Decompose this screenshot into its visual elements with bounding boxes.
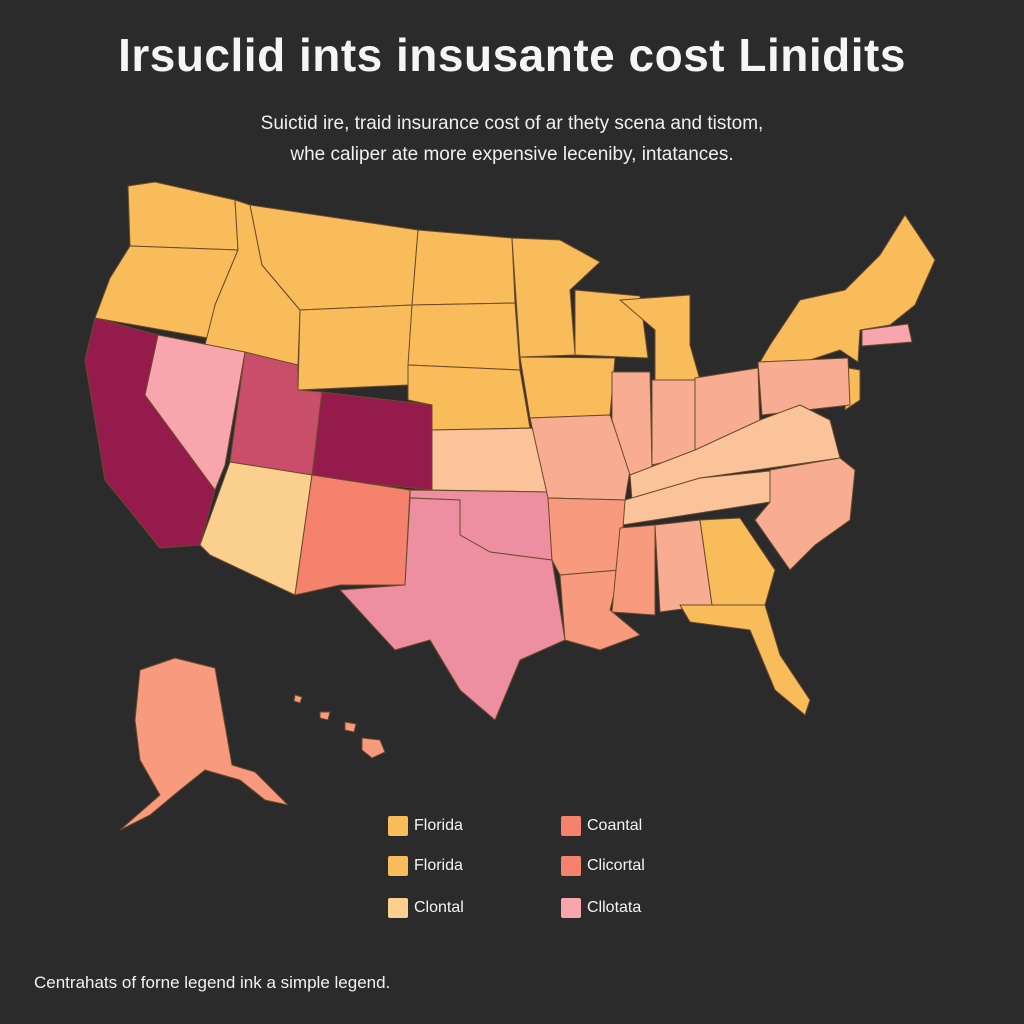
subtitle-line-1: Suictid ire, traid insurance cost of ar …: [260, 113, 764, 134]
region-florida[interactable]: [679, 604, 811, 716]
region-georgia[interactable]: [699, 517, 776, 606]
map-title: Irsuclid ints insusante cost Linidits: [118, 29, 906, 81]
region-wyoming[interactable]: [297, 304, 413, 391]
footnote: Centrahats of forne legend ink a simple …: [34, 973, 391, 992]
region-nevada[interactable]: [144, 334, 246, 491]
legend-swatch: [561, 816, 581, 836]
legend-swatch: [388, 898, 408, 918]
legend-item: Clontal: [388, 898, 464, 918]
legend-item: Florida: [388, 856, 463, 876]
region-northeast[interactable]: [759, 214, 936, 363]
legend-item: Clicortal: [561, 856, 645, 876]
region-hawaii-1[interactable]: [293, 694, 303, 704]
legend-swatch: [561, 856, 581, 876]
legend-label: Cllotata: [587, 899, 642, 916]
legend-swatch: [388, 816, 408, 836]
legend-label: Clicortal: [587, 857, 645, 874]
legend-item: Coantal: [561, 816, 642, 836]
region-hawaii-3[interactable]: [344, 721, 357, 733]
region-mississippi[interactable]: [611, 524, 656, 616]
region-arkansas[interactable]: [547, 497, 626, 576]
region-arizona[interactable]: [199, 461, 313, 596]
region-colorado[interactable]: [311, 391, 433, 491]
subtitle-line-2: whe caliper ate more expensive leceniby,…: [290, 144, 734, 165]
region-alaska[interactable]: [119, 657, 289, 831]
region-pennsylvania[interactable]: [757, 357, 851, 416]
region-virginia-carolinas[interactable]: [754, 457, 856, 571]
region-north-dakota[interactable]: [411, 229, 516, 306]
region-texas[interactable]: [339, 497, 566, 721]
region-washington[interactable]: [127, 181, 239, 251]
legend-swatch: [561, 898, 581, 918]
legend-label: Florida: [414, 817, 463, 834]
region-missouri[interactable]: [529, 414, 631, 501]
region-south-dakota[interactable]: [407, 302, 521, 371]
legend-label: Clontal: [414, 899, 464, 916]
legend-label: Coantal: [587, 817, 643, 834]
region-massachusetts[interactable]: [861, 323, 913, 347]
region-new-mexico[interactable]: [294, 474, 411, 596]
region-hawaii-4[interactable]: [361, 737, 386, 759]
legend-label: Florida: [414, 857, 463, 874]
legend-item: Florida: [388, 816, 463, 836]
legend-item: Cllotata: [561, 898, 641, 918]
region-hawaii-2[interactable]: [319, 711, 331, 721]
region-kansas[interactable]: [431, 427, 549, 493]
region-iowa[interactable]: [519, 356, 616, 419]
legend-swatch: [388, 856, 408, 876]
